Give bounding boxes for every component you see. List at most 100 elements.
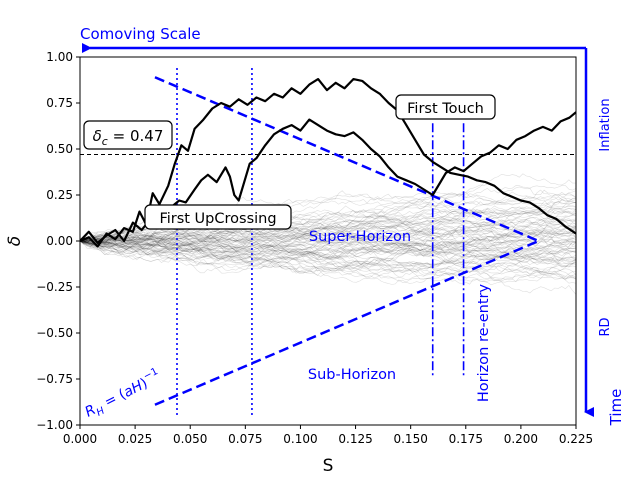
background-path: [80, 220, 576, 252]
y-tick-label: −0.25: [36, 280, 73, 294]
vertical-markers: [176, 68, 465, 416]
background-path: [80, 221, 576, 247]
background-path: [80, 185, 576, 249]
y-tick-label: 0.50: [46, 142, 73, 156]
x-axis-ticks: 0.000 0.025 0.050 0.075 0.100 0.125 0.150 0.175…: [63, 425, 593, 446]
background-path: [80, 225, 576, 255]
background-path: [80, 240, 576, 282]
y-axis-label: δ: [5, 236, 25, 246]
background-path: [80, 231, 576, 257]
y-tick-label: −0.75: [36, 372, 73, 386]
background-path: [80, 238, 576, 282]
background-path: [80, 240, 576, 283]
x-tick-label: 0.175: [449, 432, 483, 446]
background-path: [80, 231, 576, 254]
y-tick-label: 0.00: [46, 234, 73, 248]
background-path: [80, 240, 576, 278]
background-path: [80, 234, 576, 256]
background-path: [80, 233, 576, 260]
horizon-reentry-label: Horizon re-entry: [476, 283, 492, 402]
background-path: [80, 206, 576, 246]
background-path: [80, 240, 576, 295]
x-tick-label: 0.100: [283, 432, 317, 446]
background-path: [80, 237, 576, 284]
y-tick-label: −0.50: [36, 326, 73, 340]
background-path: [80, 235, 576, 270]
first-touch-box: [395, 94, 496, 120]
background-path: [80, 224, 576, 250]
horizon-line-2: [154, 239, 540, 406]
background-path: [80, 233, 576, 258]
background-path: [80, 230, 576, 254]
first-upcrossing-label: First UpCrossing: [159, 211, 276, 227]
background-path: [80, 234, 576, 256]
x-tick-label: 0.050: [173, 432, 207, 446]
background-path: [80, 234, 576, 275]
background-path: [80, 240, 576, 279]
background-path: [80, 240, 576, 259]
background-path: [80, 217, 576, 251]
delta-c-box: [83, 120, 173, 150]
comoving-scale-label: Comoving Scale: [80, 25, 201, 43]
background-path: [80, 225, 576, 253]
x-tick-label: 0.200: [504, 432, 538, 446]
delta-c-label: δc = 0.47: [93, 127, 164, 148]
x-tick-label: 0.025: [118, 432, 152, 446]
trajectory-1: [80, 78, 576, 248]
x-axis-label: S: [323, 456, 334, 476]
background-path: [80, 199, 576, 246]
background-path: [80, 231, 576, 263]
background-path: [80, 212, 576, 251]
rd-label: RD: [598, 317, 613, 336]
y-tick-label: 0.25: [46, 188, 73, 202]
first-upcrossing-box: [144, 204, 292, 230]
background-path: [80, 199, 576, 245]
background-path: [80, 209, 576, 244]
background-path: [80, 232, 576, 259]
y-axis-ticks: −1.00 −0.75 −0.50 −0.25 0.00 0.25 0.50 0.75 1.00: [36, 50, 80, 432]
background-path: [80, 229, 576, 266]
background-path: [80, 235, 576, 260]
background-path: [80, 224, 576, 260]
background-path: [80, 201, 576, 247]
background-path: [80, 209, 576, 244]
background-path: [80, 240, 576, 277]
background-path: [80, 218, 576, 246]
background-path: [80, 240, 576, 274]
y-tick-label: 0.75: [46, 96, 73, 110]
background-path: [80, 191, 576, 249]
background-path: [80, 236, 576, 255]
background-path: [80, 208, 576, 250]
background-path: [80, 228, 576, 266]
hubble-radius-label: RH = (aH)−1: [81, 366, 165, 423]
y-tick-label: 1.00: [46, 50, 73, 64]
background-path: [80, 232, 576, 279]
background-path: [80, 239, 576, 260]
background-path: [80, 213, 576, 248]
x-tick-label: 0.000: [63, 432, 97, 446]
background-path: [80, 240, 576, 266]
x-tick-label: 0.075: [228, 432, 262, 446]
background-path: [80, 225, 576, 256]
background-path: [80, 223, 576, 249]
background-path: [80, 227, 576, 249]
background-path: [80, 229, 576, 260]
background-path: [80, 192, 576, 244]
x-tick-label: 0.125: [338, 432, 372, 446]
x-tick-label: 0.225: [559, 432, 593, 446]
background-path: [80, 236, 576, 284]
super-horizon-label: Super-Horizon: [309, 229, 411, 245]
background-path: [80, 189, 576, 246]
background-path: [80, 240, 576, 273]
background-path: [80, 218, 576, 244]
background-path: [80, 208, 576, 243]
first-touch-label: First Touch: [407, 101, 484, 117]
background-path: [80, 231, 576, 280]
background-path: [80, 238, 576, 264]
background-path: [80, 240, 576, 278]
background-path: [80, 217, 576, 253]
background-path: [80, 201, 576, 245]
y-tick-label: −1.00: [36, 418, 73, 432]
background-path: [80, 235, 576, 263]
